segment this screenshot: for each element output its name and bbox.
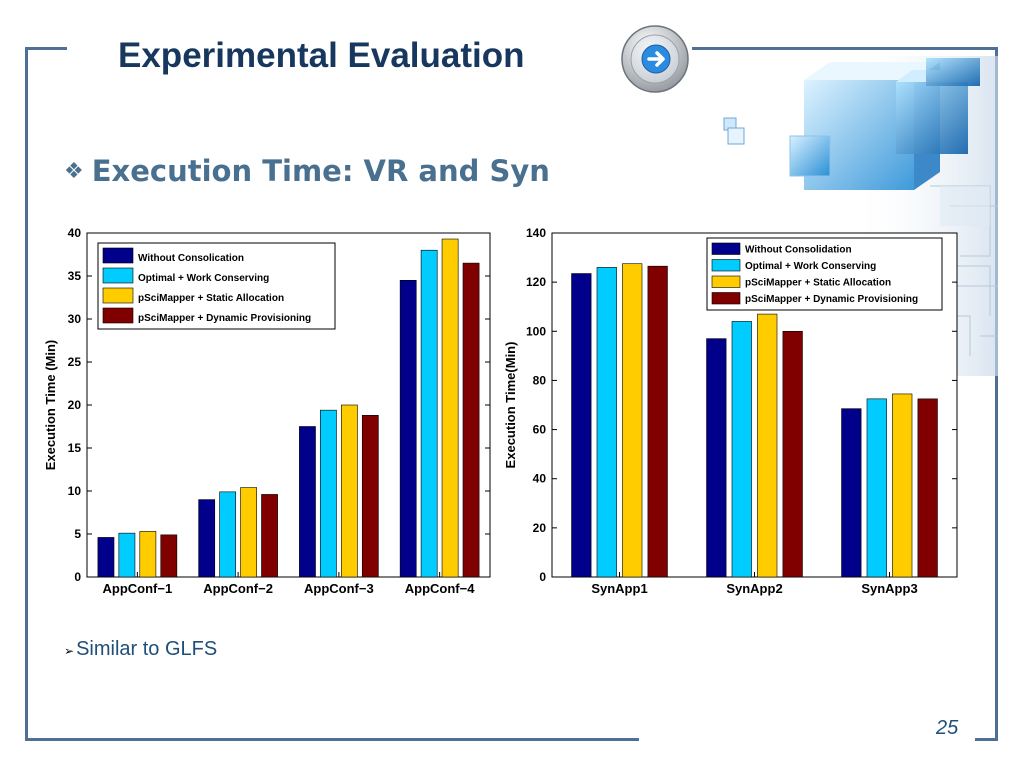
legend-label: pSciMapper + Dynamic Provisioning xyxy=(745,294,918,305)
legend-swatch xyxy=(102,247,134,264)
y-tick-label: 20 xyxy=(533,521,547,535)
x-tick-label: AppConf−3 xyxy=(304,581,374,596)
bar-3-1 xyxy=(261,494,278,578)
bar-3-2 xyxy=(917,398,938,578)
diamond-bullet-icon: ❖ xyxy=(64,159,84,184)
legend-box xyxy=(706,237,943,311)
y-tick-label: 30 xyxy=(68,312,82,326)
bar-1-2 xyxy=(866,398,887,578)
bar-3-0 xyxy=(647,265,668,578)
x-tick-label: AppConf−1 xyxy=(103,581,173,596)
legend-swatch xyxy=(711,292,741,305)
legend-swatch xyxy=(102,307,134,324)
legend-label: pSciMapper + Static Allocation xyxy=(745,278,891,289)
y-tick-label: 0 xyxy=(539,570,546,584)
bar-3-1 xyxy=(782,330,803,578)
legend-swatch xyxy=(102,287,134,304)
bar-2-2 xyxy=(892,393,913,578)
y-tick-label: 0 xyxy=(74,570,81,584)
y-axis-title: Execution Time(Min) xyxy=(503,342,518,469)
x-tick-label: SynApp1 xyxy=(591,581,647,596)
x-tick-label: AppConf−2 xyxy=(203,581,273,596)
y-tick-label: 80 xyxy=(533,373,547,387)
bar-3-3 xyxy=(462,262,480,578)
frame-top-left xyxy=(25,47,67,50)
legend-label: Optimal + Work Conserving xyxy=(745,261,876,272)
frame-bottom xyxy=(25,738,639,741)
bar-2-2 xyxy=(340,404,358,578)
legend-label: Without Consolidation xyxy=(745,245,852,256)
legend-swatch xyxy=(711,275,741,288)
bar-0-2 xyxy=(299,426,316,578)
sub-bullet-text: Similar to GLFS xyxy=(76,638,218,660)
sub-bullet: ➢ Similar to GLFS xyxy=(64,638,217,661)
bar-1-3 xyxy=(420,249,438,578)
frame-right xyxy=(995,47,998,741)
bar-2-0 xyxy=(139,531,157,578)
x-tick-label: SynApp2 xyxy=(726,581,782,596)
y-tick-label: 140 xyxy=(526,226,546,240)
bar-0-1 xyxy=(706,338,727,578)
bar-1-1 xyxy=(219,491,237,578)
legend-label: Optimal + Work Conserving xyxy=(138,273,269,284)
chart-syn-execution-time: 0 20 40 60 80 100 120 140 Execution Time(Min) Syn… xyxy=(503,226,958,596)
y-tick-label: 40 xyxy=(68,226,82,240)
y-tick-label: 40 xyxy=(533,472,547,486)
bar-3-0 xyxy=(160,534,178,578)
y-tick-label: 120 xyxy=(526,275,546,289)
bar-1-2 xyxy=(320,409,337,578)
bar-1-1 xyxy=(731,321,752,578)
legend-swatch xyxy=(711,259,741,272)
x-tick-label: SynApp3 xyxy=(861,581,917,596)
bar-0-3 xyxy=(399,279,417,578)
legend-box xyxy=(97,242,336,330)
chart-vr-execution-time: 0 5 10 15 20 25 30 35 40 Execution Time (Min) AppC… xyxy=(43,226,491,596)
bar-2-1 xyxy=(240,487,257,578)
frame-top-right xyxy=(692,47,998,50)
frame-left xyxy=(25,47,28,741)
slide-title: Experimental Evaluation xyxy=(118,36,525,75)
heading-text: Execution Time: VR and Syn xyxy=(91,154,550,188)
y-axis-title: Execution Time (Min) xyxy=(43,340,58,471)
bar-2-0 xyxy=(622,263,643,578)
y-tick-label: 20 xyxy=(68,398,82,412)
frame-bottom-right xyxy=(975,738,998,741)
bar-1-0 xyxy=(596,267,617,578)
y-tick-label: 5 xyxy=(74,527,81,541)
legend-label: Without Consolication xyxy=(138,253,244,264)
bar-0-0 xyxy=(571,273,592,578)
bar-1-0 xyxy=(118,532,136,578)
y-tick-label: 25 xyxy=(68,355,82,369)
bar-0-2 xyxy=(841,408,862,578)
x-tick-label: AppConf−4 xyxy=(405,581,475,596)
legend-swatch xyxy=(711,242,741,255)
bar-3-2 xyxy=(361,415,379,578)
legend-swatch xyxy=(102,267,134,284)
bullet-heading: ❖ Execution Time: VR and Syn xyxy=(64,154,550,188)
y-tick-label: 15 xyxy=(68,441,82,455)
y-tick-label: 10 xyxy=(68,484,82,498)
y-tick-label: 35 xyxy=(68,269,82,283)
bar-0-1 xyxy=(198,499,216,578)
legend-label: pSciMapper + Dynamic Provisioning xyxy=(138,313,311,324)
y-tick-label: 100 xyxy=(526,324,546,338)
legend-label: pSciMapper + Static Allocation xyxy=(138,293,284,304)
arrow-bullet-icon: ➢ xyxy=(64,644,75,658)
bar-2-3 xyxy=(441,238,459,578)
y-tick-label: 60 xyxy=(533,423,547,437)
bar-2-1 xyxy=(757,313,778,578)
right-arrow-icon[interactable] xyxy=(620,24,690,94)
page-number: 25 xyxy=(936,717,959,739)
bar-0-0 xyxy=(97,537,115,578)
